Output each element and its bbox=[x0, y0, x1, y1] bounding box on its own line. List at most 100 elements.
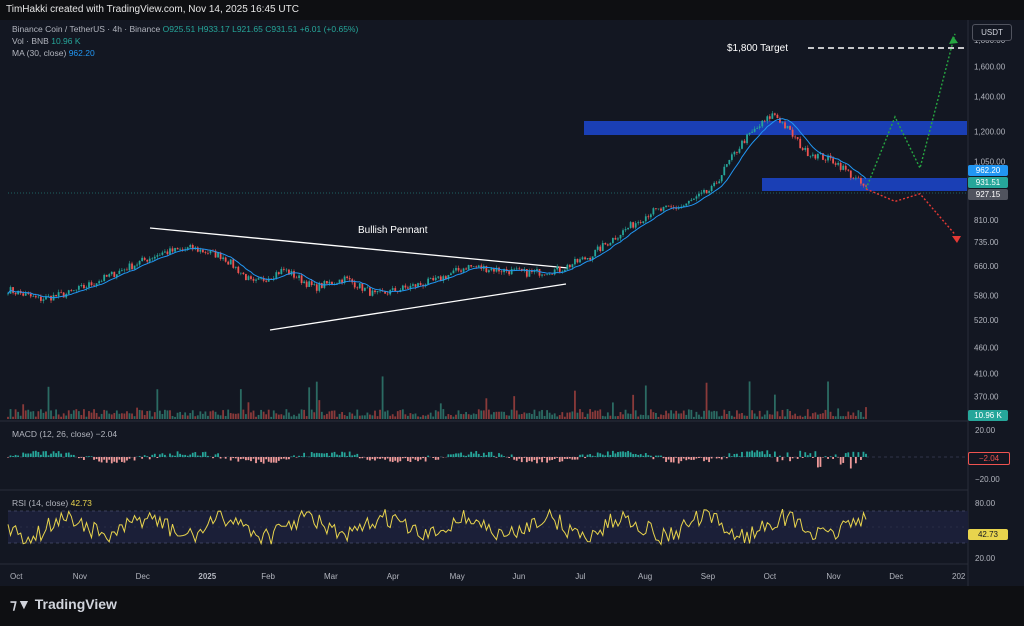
macd-bar bbox=[7, 457, 9, 458]
chart-credit: TimHakki created with TradingView.com, N… bbox=[0, 0, 1024, 20]
macd-bar bbox=[184, 454, 187, 457]
macd-bar bbox=[432, 457, 435, 458]
candle-body bbox=[214, 250, 217, 258]
volume-bar bbox=[295, 416, 298, 419]
macd-bar bbox=[503, 456, 505, 457]
tradingview-logo: ⁊▼ TradingView bbox=[10, 596, 117, 613]
candle-body bbox=[265, 280, 268, 282]
macd-bar bbox=[164, 454, 166, 457]
macd-bar bbox=[389, 457, 392, 462]
candle-body bbox=[391, 288, 394, 290]
macd-bar bbox=[105, 457, 108, 463]
macd-bar bbox=[194, 452, 197, 457]
candle-body bbox=[525, 269, 528, 277]
candle-body bbox=[348, 278, 351, 280]
candle-body bbox=[303, 281, 306, 284]
macd-bar bbox=[561, 457, 564, 462]
candle-body bbox=[710, 185, 713, 192]
price-candles bbox=[7, 111, 867, 304]
volume-bar bbox=[462, 414, 465, 419]
candle-body bbox=[196, 247, 199, 252]
candle-body bbox=[83, 284, 85, 289]
candle-body bbox=[40, 296, 42, 301]
candle-body bbox=[153, 256, 156, 259]
price-chart[interactable]: Bullish Pennant $1,800 Target 1,800.001,… bbox=[0, 0, 1024, 586]
macd-bar bbox=[591, 455, 594, 457]
macd-bar bbox=[847, 452, 850, 457]
candle-body bbox=[852, 177, 855, 179]
candle-body bbox=[169, 248, 171, 255]
macd-bar bbox=[730, 456, 733, 457]
volume-bar bbox=[300, 409, 303, 419]
volume-bar bbox=[806, 409, 809, 419]
candle-body bbox=[801, 148, 804, 150]
candle-body bbox=[432, 277, 435, 281]
volume-bar bbox=[791, 415, 794, 419]
macd-bar bbox=[508, 457, 511, 459]
candle-body bbox=[224, 257, 227, 262]
candle-body bbox=[77, 286, 80, 290]
volume-bar bbox=[29, 411, 32, 419]
volume-bar bbox=[217, 414, 219, 419]
volume-bar bbox=[543, 415, 546, 419]
macd-bar bbox=[857, 452, 860, 457]
volume-bar bbox=[533, 409, 536, 419]
symbol-legend: Binance Coin / TetherUS · 4h · Binance O… bbox=[12, 24, 358, 34]
candle-body bbox=[108, 274, 111, 277]
volume-bar bbox=[865, 407, 867, 419]
candle-body bbox=[604, 243, 607, 245]
volume-bar bbox=[718, 416, 721, 419]
volume-bar bbox=[655, 412, 657, 419]
macd-bar bbox=[295, 457, 298, 458]
volume-bar bbox=[553, 413, 556, 419]
candle-body bbox=[293, 271, 295, 278]
rsi-value: 42.73 bbox=[70, 498, 92, 508]
macd-bar bbox=[649, 455, 652, 457]
candle-body bbox=[158, 254, 161, 256]
macd-bar bbox=[290, 456, 293, 457]
volume-bar bbox=[169, 410, 171, 419]
macd-bar bbox=[854, 457, 857, 464]
macd-bar bbox=[186, 455, 189, 457]
candle-body bbox=[553, 269, 556, 275]
candle-body bbox=[326, 281, 328, 284]
volume-bar bbox=[179, 411, 182, 419]
volume-bar bbox=[389, 415, 392, 419]
volume-bar bbox=[480, 410, 483, 419]
macd-bar bbox=[282, 457, 285, 459]
volume-tag: 10.96 K bbox=[968, 410, 1008, 421]
volume-bar bbox=[399, 410, 402, 419]
currency-button[interactable]: USDT bbox=[972, 24, 1012, 41]
volume-bar bbox=[80, 414, 83, 419]
candle-body bbox=[70, 290, 73, 292]
candle-body bbox=[280, 268, 283, 275]
price-axis[interactable]: 1,800.001,600.001,400.001,200.001,050.00… bbox=[974, 36, 1006, 402]
candle-body bbox=[295, 277, 298, 279]
candle-body bbox=[652, 208, 655, 215]
candle-body bbox=[728, 159, 731, 165]
volume-bar bbox=[143, 414, 146, 419]
candle-body bbox=[369, 287, 371, 296]
candle-body bbox=[746, 134, 748, 144]
volume-bar bbox=[90, 412, 93, 419]
volume-bar bbox=[520, 413, 523, 419]
macd-bar bbox=[366, 457, 369, 460]
macd-bar bbox=[725, 457, 728, 459]
candle-body bbox=[662, 206, 665, 211]
candle-body bbox=[313, 284, 316, 285]
support-zone bbox=[762, 178, 967, 191]
candle-body bbox=[60, 292, 63, 293]
volume-bar bbox=[589, 409, 592, 419]
candle-body bbox=[105, 274, 108, 277]
volume-bar bbox=[229, 413, 232, 419]
macd-bar bbox=[138, 456, 141, 457]
volume-bar bbox=[7, 416, 9, 419]
candle-body bbox=[442, 276, 445, 281]
time-axis[interactable]: Oct Nov Dec 2025 Feb Mar Apr May Jun Jul Aug Sep Oct… bbox=[10, 572, 966, 581]
volume-bar bbox=[690, 409, 693, 419]
candle-body bbox=[242, 272, 245, 275]
volume-bar bbox=[358, 415, 361, 419]
volume-bar bbox=[151, 416, 154, 419]
volume-bar bbox=[556, 416, 559, 419]
volume-bar bbox=[713, 410, 716, 419]
